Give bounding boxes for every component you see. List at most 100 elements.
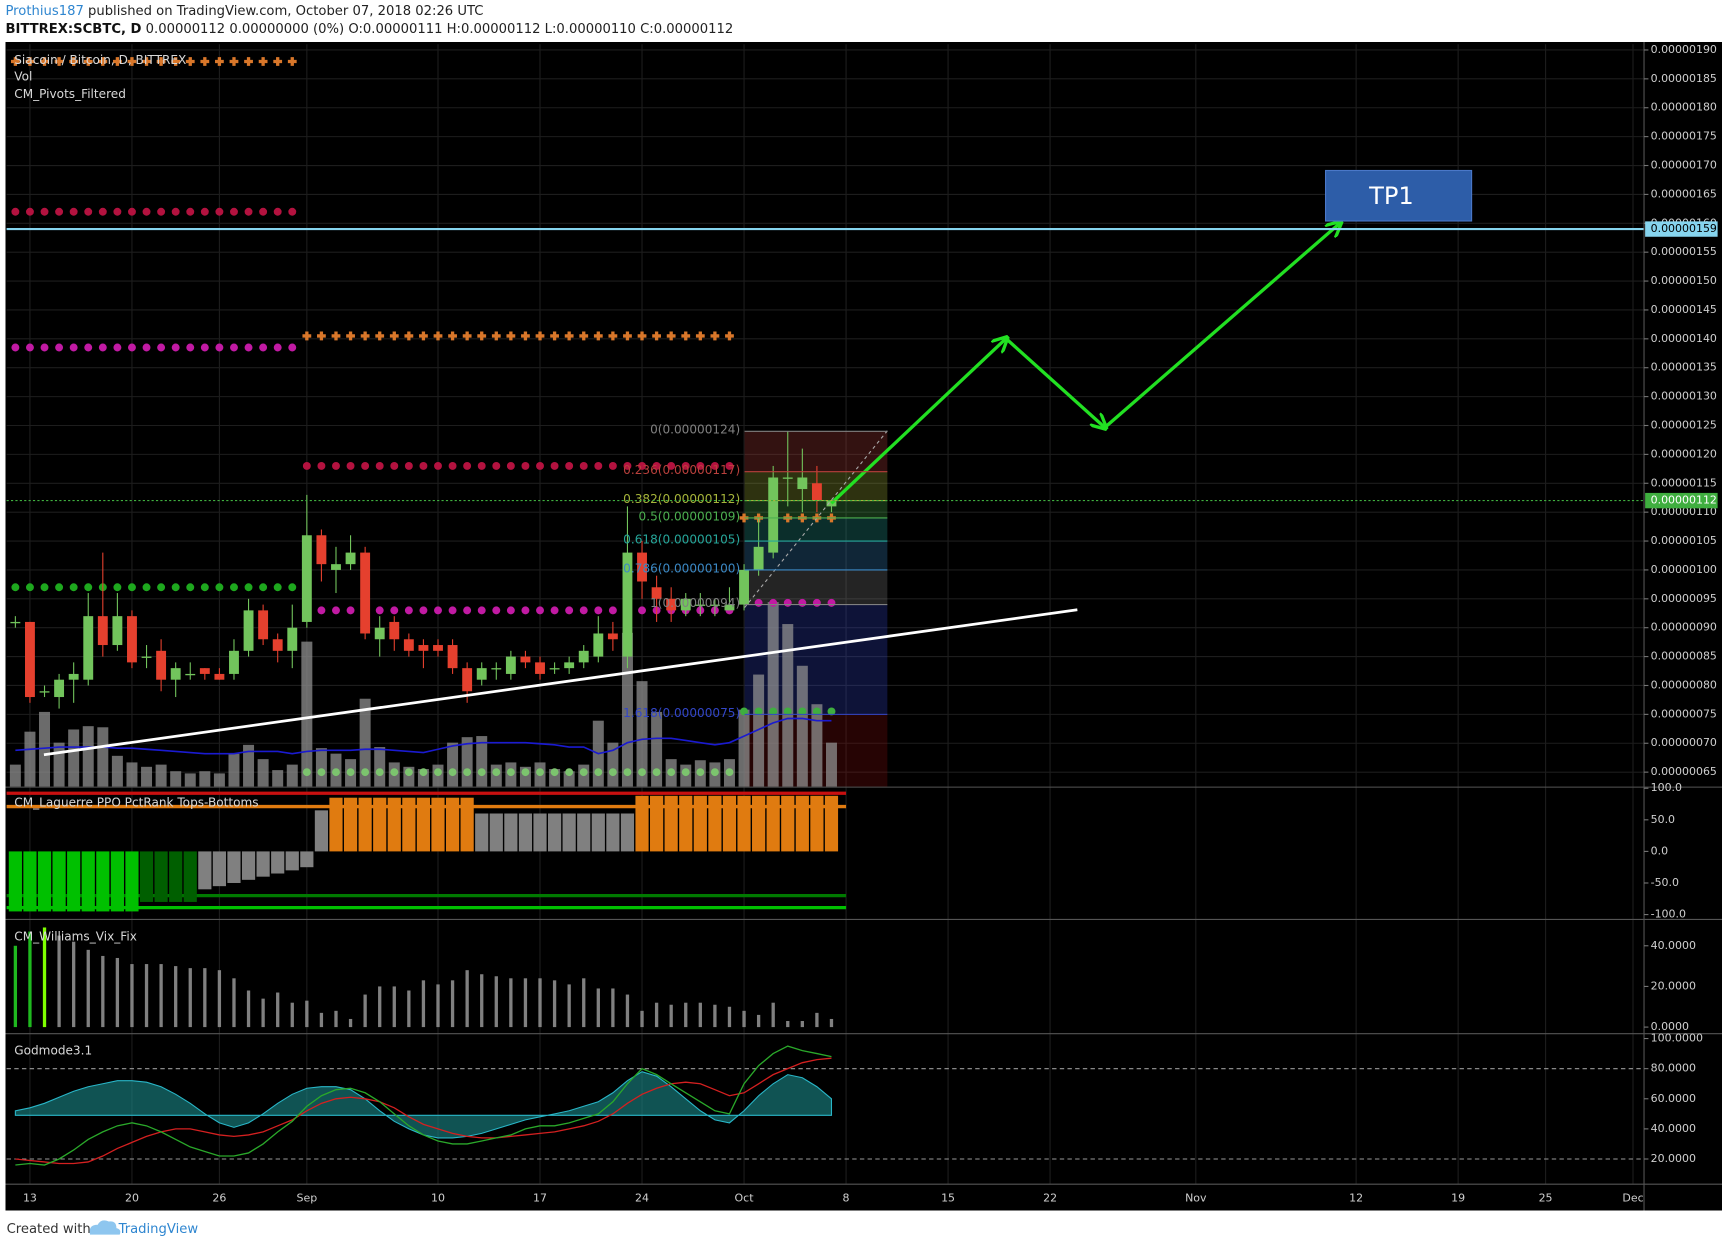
bar xyxy=(738,709,750,787)
x-tick-label: 8 xyxy=(843,1191,850,1204)
pivot-dot xyxy=(812,598,821,607)
pivot-dot xyxy=(696,768,705,777)
candle-body xyxy=(141,656,152,658)
pivot-cross xyxy=(419,331,428,341)
pivot-cross xyxy=(171,57,181,66)
pivot-dot xyxy=(404,461,413,470)
author[interactable]: Prothius187 xyxy=(5,4,83,19)
bar xyxy=(722,795,737,852)
bar xyxy=(53,742,65,787)
bar xyxy=(781,795,795,852)
pivot-dot xyxy=(565,606,574,615)
pivot-cross xyxy=(273,57,283,66)
candle-body xyxy=(491,668,502,670)
bar xyxy=(582,978,586,1028)
x-tick-label: Nov xyxy=(1185,1191,1207,1204)
pivot-dot xyxy=(142,343,151,352)
pivot-dot xyxy=(317,768,326,777)
bar xyxy=(319,1012,324,1028)
bar xyxy=(460,797,474,852)
bar xyxy=(417,769,429,787)
pivot-cross xyxy=(98,57,108,66)
bar xyxy=(447,742,459,787)
candle-body xyxy=(433,645,443,651)
y-tick-label: 0.00000155 xyxy=(1651,245,1717,258)
fib-band xyxy=(744,569,888,605)
bar xyxy=(800,1020,804,1028)
pivot-dot xyxy=(725,768,734,777)
pivot-dot xyxy=(681,768,690,777)
bar xyxy=(169,851,183,902)
candle-body xyxy=(156,650,167,680)
bar xyxy=(290,1002,294,1028)
candle-body xyxy=(520,656,531,663)
pivot-dot xyxy=(448,768,457,777)
pivot-dot xyxy=(608,461,617,470)
bar xyxy=(67,851,81,912)
line xyxy=(15,1057,832,1165)
pivot-dot xyxy=(259,583,268,592)
bar xyxy=(767,602,779,787)
pivot-dot xyxy=(186,583,195,592)
pivot-dot xyxy=(419,768,428,777)
pivot-dot xyxy=(142,207,151,216)
bar xyxy=(523,978,528,1028)
pivot-dot xyxy=(623,461,632,470)
pivot-dot xyxy=(404,606,413,615)
pivot-dot xyxy=(492,606,501,615)
candle-body xyxy=(170,668,181,680)
bar xyxy=(213,773,225,787)
pivot-dot xyxy=(652,461,661,470)
fib-label: 1.618(0.00000075) xyxy=(623,706,740,720)
candle-body xyxy=(505,656,516,674)
candle-body xyxy=(549,668,560,670)
bar xyxy=(538,978,542,1028)
pivot-dot xyxy=(259,207,268,216)
pivot-dot xyxy=(521,606,530,615)
pivot-dot xyxy=(361,768,370,777)
bar xyxy=(359,698,371,787)
bar xyxy=(753,674,765,787)
footer-brand[interactable]: TradingView xyxy=(118,1222,199,1237)
candle-body xyxy=(374,627,385,640)
bar xyxy=(771,1002,775,1028)
pivot-cross xyxy=(564,331,574,341)
x-tick-label: 17 xyxy=(533,1191,547,1204)
pivot-dot xyxy=(375,768,384,777)
bar xyxy=(272,770,284,787)
header-line-1: Prothius187 published on TradingView.com… xyxy=(5,4,483,19)
candle-body xyxy=(127,616,137,663)
candle-body xyxy=(753,546,764,570)
bar xyxy=(126,762,138,787)
bar xyxy=(562,813,576,852)
bar xyxy=(101,955,105,1028)
pivot-dot xyxy=(754,707,763,716)
pivot-cross xyxy=(346,331,355,341)
pivot-dot xyxy=(40,207,49,216)
pivot-cross xyxy=(127,57,137,66)
pivot-dot xyxy=(171,583,180,592)
bar xyxy=(436,984,440,1028)
bar xyxy=(445,797,460,852)
pivot-cross xyxy=(40,57,49,66)
bar xyxy=(519,766,531,787)
price-label-box xyxy=(1645,221,1718,237)
target-box xyxy=(1324,169,1473,222)
x-tick-label: 25 xyxy=(1539,1191,1553,1204)
candle-body xyxy=(447,645,458,669)
pivot-dot xyxy=(375,461,384,470)
pivot-cross xyxy=(229,57,239,66)
y-tick-label: 0.00000100 xyxy=(1651,563,1717,576)
bar xyxy=(314,810,329,852)
symbol: BITTREX:SCBTC, D xyxy=(5,22,141,37)
bar xyxy=(125,851,139,912)
fib-label: 0.786(0.00000100) xyxy=(623,561,740,575)
bar xyxy=(416,797,431,852)
pivot-dot xyxy=(186,207,195,216)
pivot-cross xyxy=(521,331,530,341)
y-tick-label: 20.0000 xyxy=(1651,1152,1696,1165)
candle-body xyxy=(782,477,793,479)
quote: 0.00000112 0.00000000 (0%) O:0.00000111 … xyxy=(146,22,734,37)
bar xyxy=(241,851,256,880)
